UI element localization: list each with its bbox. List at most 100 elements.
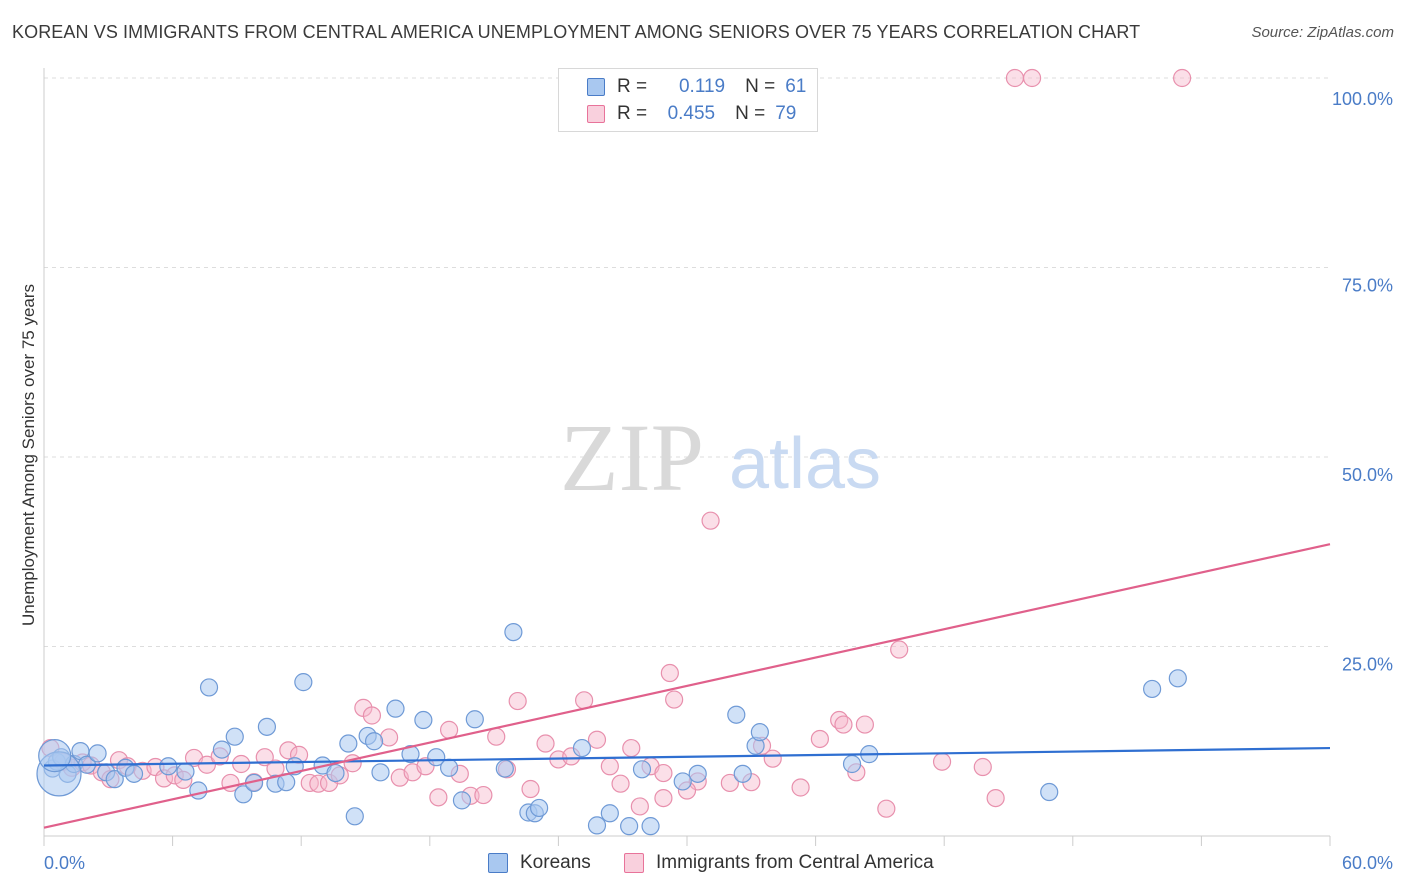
legend-label-immigrants: Immigrants from Central America xyxy=(656,852,934,873)
immigrant-point xyxy=(855,715,874,734)
y-tick-label: 75.0% xyxy=(1342,276,1393,296)
immigrant-point xyxy=(654,788,673,808)
korean-point xyxy=(1040,782,1059,802)
immigrant-point xyxy=(279,741,298,760)
korean-point xyxy=(1168,669,1187,688)
legend-swatch-blue xyxy=(587,78,605,96)
korean-point xyxy=(427,748,446,767)
x-tick-label-min: 0.0% xyxy=(44,853,85,873)
source-label: Source: ZipAtlas.com xyxy=(1251,24,1394,41)
korean-point xyxy=(673,772,692,791)
watermark: ZIP atlas xyxy=(560,404,881,511)
korean-point xyxy=(345,807,364,826)
axes xyxy=(43,68,1331,846)
korean-point xyxy=(88,744,107,763)
korean-point xyxy=(401,745,420,764)
korean-point xyxy=(339,734,358,753)
korean-point xyxy=(452,791,472,810)
immigrant-point xyxy=(701,511,720,530)
immigrant-point xyxy=(973,757,992,777)
immigrant-point xyxy=(1173,68,1192,88)
korean-point xyxy=(414,710,433,730)
trend-lines xyxy=(43,543,1331,829)
legend-r-label: R = xyxy=(617,76,648,97)
korean-point xyxy=(234,785,253,804)
immigrant-point xyxy=(587,730,607,749)
chart-title: KOREAN VS IMMIGRANTS FROM CENTRAL AMERIC… xyxy=(12,22,1141,42)
immigrant-point xyxy=(660,663,679,683)
korean-point xyxy=(620,817,639,836)
legend-r-label: R = xyxy=(617,103,648,124)
immigrant-point xyxy=(622,738,641,758)
korean-point xyxy=(1143,679,1162,699)
korean-point xyxy=(189,781,208,800)
immigrant-point xyxy=(379,728,399,747)
immigrant-point xyxy=(611,774,630,793)
korean-point xyxy=(371,763,390,782)
legend-swatch-koreans xyxy=(488,853,508,873)
immigrant-point xyxy=(720,773,739,793)
immigrant-point xyxy=(429,788,448,807)
korean-point xyxy=(727,705,746,724)
y-tick-label: 100.0% xyxy=(1332,89,1393,109)
legend-item-immigrants: Immigrants from Central America xyxy=(624,852,934,874)
correlation-legend: R = 0.119 N = 61 R = 0.455 N = 79 xyxy=(558,68,818,132)
immigrant-point xyxy=(197,755,216,774)
korean-point xyxy=(530,798,549,818)
korean-point xyxy=(842,754,862,774)
korean-point xyxy=(326,763,345,783)
watermark-zip: ZIP xyxy=(560,404,704,511)
korean-point xyxy=(386,699,405,718)
immigrant-point xyxy=(362,706,382,725)
watermark-atlas: atlas xyxy=(729,424,881,504)
korean-point xyxy=(439,758,459,777)
korean-point xyxy=(176,762,195,781)
immigrant-point xyxy=(834,715,853,734)
korean-point xyxy=(504,622,523,642)
immigrant-point xyxy=(986,788,1005,808)
immigrant-point xyxy=(791,778,810,797)
korean-point xyxy=(688,764,707,783)
korean-point-large xyxy=(38,739,72,773)
legend-n-value: 61 xyxy=(785,76,807,97)
korean-point xyxy=(124,764,144,783)
immigrant-point xyxy=(877,799,896,818)
immigrant-point xyxy=(536,734,555,753)
immigrant-point xyxy=(1022,68,1042,88)
korean-point xyxy=(105,770,124,789)
immigrant-point xyxy=(508,691,527,711)
legend-swatch-immigrants xyxy=(624,853,644,873)
korean-point xyxy=(600,804,619,823)
immigrant-point xyxy=(665,690,684,709)
korean-point xyxy=(159,757,178,776)
tick-labels: 25.0% 50.0% 75.0% 100.0% 0.0% 60.0% xyxy=(44,89,1393,873)
korean-point xyxy=(750,723,769,742)
immigrant-point xyxy=(1005,68,1025,88)
legend-r-value: 0.455 xyxy=(667,103,716,124)
korean-point xyxy=(364,732,384,751)
korean-point xyxy=(225,727,244,746)
korean-point xyxy=(641,817,660,836)
immigrant-point xyxy=(932,752,952,771)
legend-n-value: 79 xyxy=(775,103,797,124)
y-tick-label: 25.0% xyxy=(1342,655,1393,675)
korean-point xyxy=(257,717,277,736)
legend-label-koreans: Koreans xyxy=(520,852,591,873)
korean-point xyxy=(212,740,231,759)
korean-point xyxy=(199,678,219,697)
immigrant-point xyxy=(600,757,619,776)
korean-point xyxy=(587,816,607,835)
y-axis-label: Unemployment Among Seniors over 75 years xyxy=(19,284,38,626)
korean-point xyxy=(733,764,752,783)
legend-swatch-pink xyxy=(587,105,605,123)
immigrant-point xyxy=(654,763,673,783)
immigrant-point xyxy=(890,640,909,659)
legend-n-label: N = xyxy=(735,103,766,124)
legend-r-value: 0.119 xyxy=(678,76,726,97)
korean-point xyxy=(632,760,652,779)
korean-point xyxy=(465,710,484,729)
legend-n-label: N = xyxy=(745,76,776,97)
immigrant-point xyxy=(763,749,782,768)
immigrant-point xyxy=(474,785,493,805)
